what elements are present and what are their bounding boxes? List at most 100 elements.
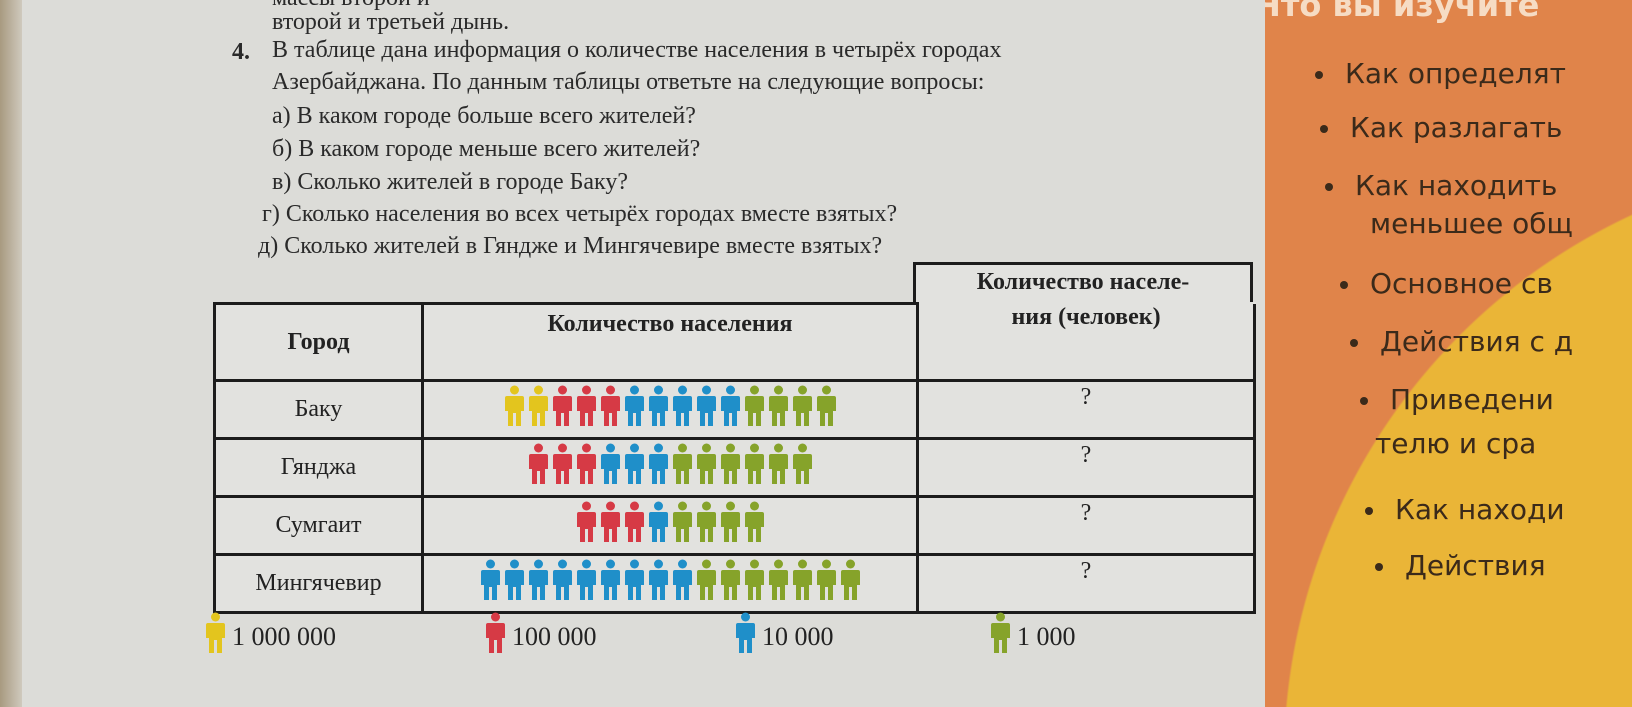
header-text: Количество населе- [976,269,1190,295]
legend-item: 1 000 [990,612,1076,661]
panel-bullet: Действия с д [1350,326,1573,358]
answer-cell: ? [916,437,1256,498]
person-icon-ten-thousand [648,501,669,550]
person-icon-hundred-thousand [600,385,621,434]
bullet-text: Как определят [1345,57,1566,90]
person-icon [735,612,756,661]
table-row: Сумгаит ? [213,495,1256,556]
bullet-text: Как находи [1395,493,1565,526]
person-icon-ten-thousand [600,559,621,608]
question-c: в) Сколько жителей в городе Баку? [272,169,629,195]
header-population-people-cont: ния (человек) [916,303,1256,382]
bullet-text: Как находить [1355,169,1558,202]
panel-bullet: Действия [1375,550,1546,582]
person-icon-thousand [744,559,765,608]
pictogram-cell [421,553,919,614]
person-icon [990,612,1011,661]
table-row: Мингячевир ? [213,553,1256,614]
panel-bullet: Как разлагать [1320,112,1562,144]
legend-item: 1 000 000 [205,612,336,661]
pictogram-cell [421,437,919,498]
person-icon-ten-thousand [600,443,621,492]
person-icon-thousand [672,443,693,492]
header-population: Количество населения [421,302,919,382]
panel-bullet: Основное св [1340,268,1553,300]
bullet-icon [1320,125,1328,133]
person-icon-thousand [696,501,717,550]
person-icon-hundred-thousand [528,443,549,492]
bullet-icon [1350,339,1358,347]
person-icon-ten-thousand [696,385,717,434]
city-cell: Гянджа [213,437,424,498]
answer-cell: ? [916,553,1256,614]
bullet-text: Основное св [1370,267,1553,300]
task-text: Азербайджана. По данным таблицы ответьте… [272,69,985,95]
person-icon-thousand [744,443,765,492]
answer-placeholder: ? [1080,500,1092,526]
bullet-icon [1325,183,1333,191]
person-icon-ten-thousand [480,559,501,608]
bullet-text: телю и сра [1375,427,1537,460]
person-icon-hundred-thousand [600,501,621,550]
person-icon-ten-thousand [624,385,645,434]
legend-label: 100 000 [512,621,597,651]
person-icon-ten-thousand [552,559,573,608]
legend-label: 1 000 000 [232,621,336,651]
task-text: В таблице дана информация о количестве н… [272,37,1002,63]
bullet-text: меньшее общ [1370,207,1573,240]
table-row: Гянджа ? [213,437,1256,498]
person-icon-thousand [744,501,765,550]
person-icon-thousand [768,443,789,492]
question-e: д) Сколько жителей в Гяндже и Мингячевир… [258,233,883,259]
person-icon-thousand [696,443,717,492]
city-cell: Мингячевир [213,553,424,614]
person-icon-ten-thousand [672,559,693,608]
panel-title: Что вы изучите [1265,0,1540,24]
panel-bullet: Как находи [1365,494,1565,526]
person-icon-hundred-thousand [552,385,573,434]
text-line: второй и третьей дынь. [272,9,510,35]
panel-bullet: телю и сра [1375,428,1536,460]
side-panel: Что вы изучите Как определят Как разлагат… [1265,0,1632,707]
city-cell: Сумгаит [213,495,424,556]
pictogram-cell [421,379,919,440]
panel-bullet: меньшее общ [1370,208,1573,240]
person-icon-ten-thousand [648,559,669,608]
table-row: Баку ? [213,379,1256,440]
bullet-icon [1360,397,1368,405]
person-icon-ten-thousand [624,559,645,608]
bullet-icon [1365,507,1373,515]
person-icon-thousand [672,501,693,550]
question-d: г) Сколько населения во всех четырёх гор… [262,201,898,227]
panel-bullet: Как определят [1315,58,1566,90]
person-icon-thousand [840,559,861,608]
person-icon-thousand [696,559,717,608]
panel-bullet: Приведени [1360,384,1554,416]
person-icon-million [504,385,525,434]
person-icon-thousand [816,559,837,608]
person-icon-hundred-thousand [576,385,597,434]
book-spine [0,0,22,707]
answer-placeholder: ? [1080,442,1092,468]
header-population-people: Количество населе- [913,262,1253,305]
person-icon-hundred-thousand [576,443,597,492]
person-icon-thousand [720,501,741,550]
panel-bullet: Как находить [1325,170,1557,202]
person-icon [205,612,226,661]
person-icon-ten-thousand [528,559,549,608]
person-icon-million [528,385,549,434]
person-icon-thousand [768,385,789,434]
city-cell: Баку [213,379,424,440]
person-icon-thousand [792,385,813,434]
person-icon-thousand [792,443,813,492]
person-icon-ten-thousand [624,443,645,492]
header-city: Город [213,302,424,382]
bullet-text: Приведени [1390,383,1554,416]
legend-label: 10 000 [762,621,834,651]
bullet-icon [1375,563,1383,571]
answer-cell: ? [916,495,1256,556]
bullet-icon [1315,71,1323,79]
person-icon-hundred-thousand [624,501,645,550]
person-icon-ten-thousand [648,385,669,434]
person-icon-thousand [792,559,813,608]
